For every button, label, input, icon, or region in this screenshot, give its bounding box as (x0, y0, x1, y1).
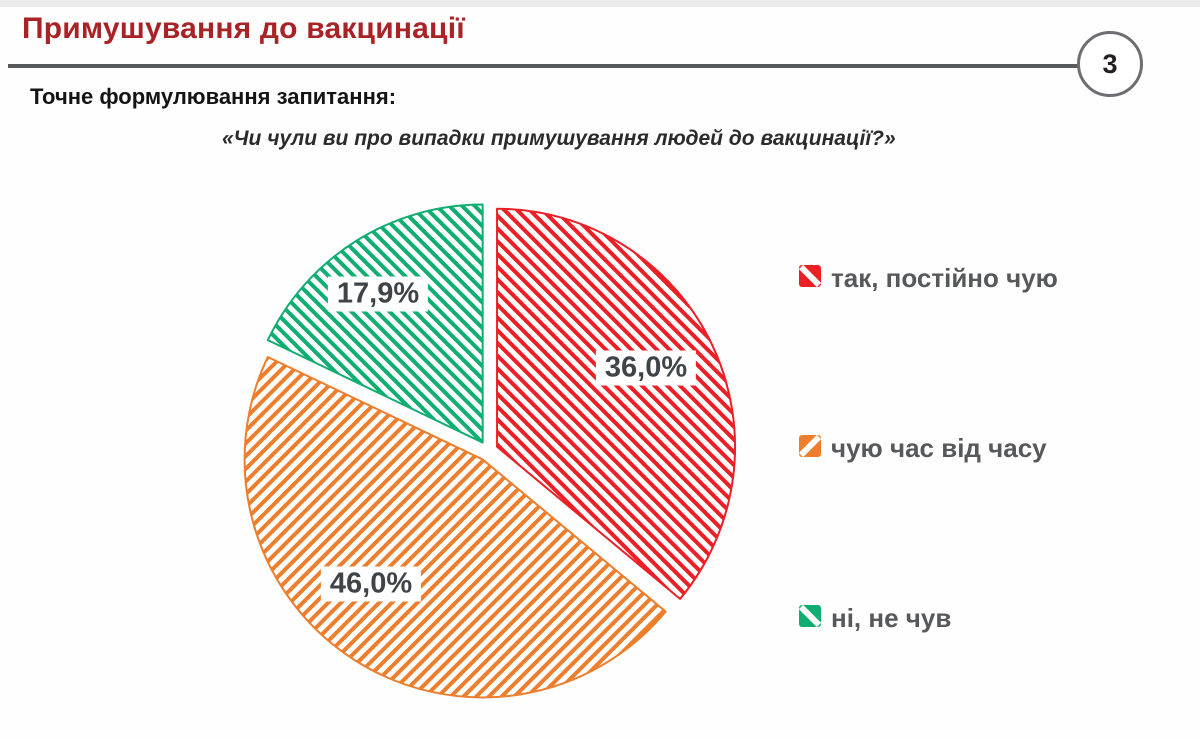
legend-marker-orange-icon (798, 434, 822, 463)
slice-label-red: 36,0% (595, 350, 697, 386)
legend-item-orange: чую час від часу (798, 433, 1047, 463)
question-quote: «Чи чули ви про випадки примушування люд… (222, 127, 896, 150)
legend-marker-red-icon (798, 264, 822, 293)
pie-slice-2 (266, 203, 484, 444)
pie-slice-0 (496, 207, 737, 600)
legend-label: чую час від часу (831, 432, 1047, 463)
question-label: Точне формулювання запитання: (30, 84, 397, 109)
slice-label-orange: 46,0% (320, 566, 422, 602)
top-edge-strip (0, 0, 1200, 7)
pie-chart: 36,0% 46,0% 17,9% (228, 191, 748, 711)
slice-label-green: 17,9% (327, 276, 429, 312)
page-number-badge: 3 (1077, 31, 1143, 97)
legend-item-green: ні, не чув (798, 603, 951, 633)
legend-item-red: так, постійно чую (798, 263, 1058, 293)
pie-slice-1 (243, 355, 667, 699)
legend-marker-green-icon (798, 604, 822, 633)
page-number: 3 (1102, 48, 1118, 79)
header-divider (8, 64, 1078, 68)
legend-label: ні, не чув (831, 602, 952, 633)
pie-chart-svg (243, 203, 737, 699)
legend-label: так, постійно чую (831, 262, 1058, 293)
page-title: Примушування до вакцинації (22, 12, 465, 45)
